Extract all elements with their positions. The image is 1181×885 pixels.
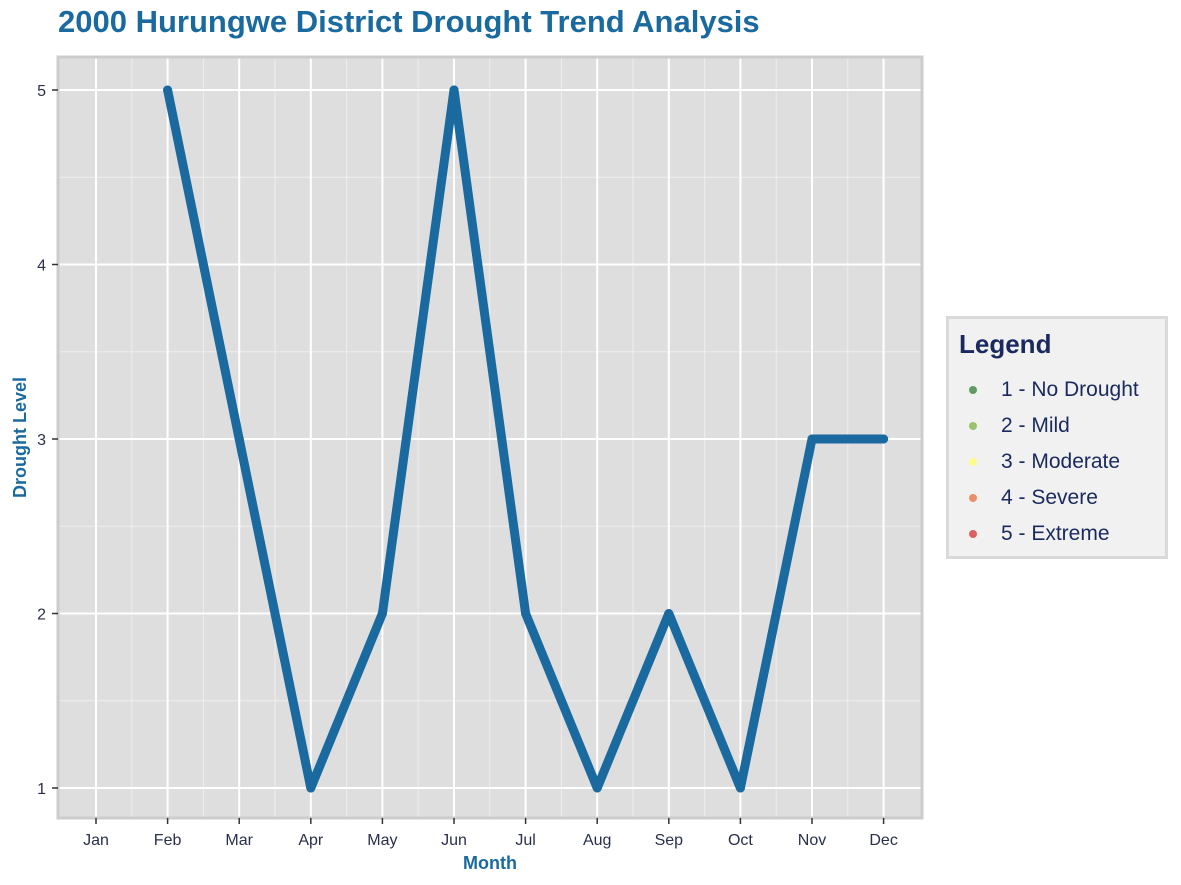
y-tick-label: 5 [37,83,46,100]
data-point-oct [735,783,745,793]
legend-item-severe: 4 - Severe [969,483,1098,513]
legend-dot-icon [969,494,977,502]
plot-panel-border [56,55,924,820]
data-point-aug [592,783,602,793]
legend-title: Legend [959,329,1052,359]
axis-ticks [52,89,885,824]
x-tick-label: Jul [515,832,535,849]
legend-item-no-drought: 1 - No Drought [969,375,1139,405]
data-point-apr [306,783,316,793]
x-tick-label: Nov [798,832,826,849]
legend-item-extreme: 5 - Extreme [969,519,1110,549]
chart-title: 2000 Hurungwe District Drought Trend Ana… [58,4,760,39]
legend-dot-icon [969,530,977,538]
data-point-mar [234,434,244,444]
data-point-feb [163,85,173,95]
legend: Legend 1 - No Drought 2 - Mild 3 - Moder… [946,316,1168,559]
data-point-jul [521,609,531,618]
legend-label: 1 - No Drought [1001,378,1139,401]
x-tick-label: Jun [441,832,467,849]
series-layer [163,85,889,793]
x-tick-label: Sep [655,832,684,849]
y-tick-label: 1 [37,781,46,798]
x-tick-label: Mar [225,832,253,849]
y-axis-title: Drought Level [10,377,30,498]
legend-label: 2 - Mild [1001,414,1070,437]
y-tick-label: 2 [37,607,46,624]
data-point-may [377,609,387,618]
y-tick-label: 3 [37,432,46,449]
x-tick-label: Oct [728,832,753,849]
data-point-dec [879,434,889,444]
legend-item-mild: 2 - Mild [969,411,1070,441]
legend-dot-icon [969,458,977,466]
x-tick-label: Dec [869,832,897,849]
y-tick-label: 4 [37,258,46,275]
legend-label: 4 - Severe [1001,486,1098,509]
x-tick-label: Feb [154,832,182,849]
data-point-nov [807,434,817,444]
legend-label: 5 - Extreme [1001,522,1110,545]
x-tick-label: May [367,832,397,849]
legend-dot-icon [969,422,977,430]
data-point-sep [664,609,674,618]
y-tick-labels: 1 2 3 4 5 [37,83,46,798]
legend-dot-icon [969,386,977,394]
legend-item-moderate: 3 - Moderate [969,447,1120,477]
legend-label: 3 - Moderate [1001,450,1121,473]
x-tick-label: Aug [583,832,611,849]
x-tick-label: Jan [83,832,109,849]
data-point-jun [449,85,459,95]
x-axis-title: Month [463,853,517,873]
x-tick-labels: Jan Feb Mar Apr May Jun Jul Aug Sep Oct Nov Dec [83,832,898,849]
major-gridlines [58,57,922,818]
x-tick-label: Apr [298,832,324,849]
